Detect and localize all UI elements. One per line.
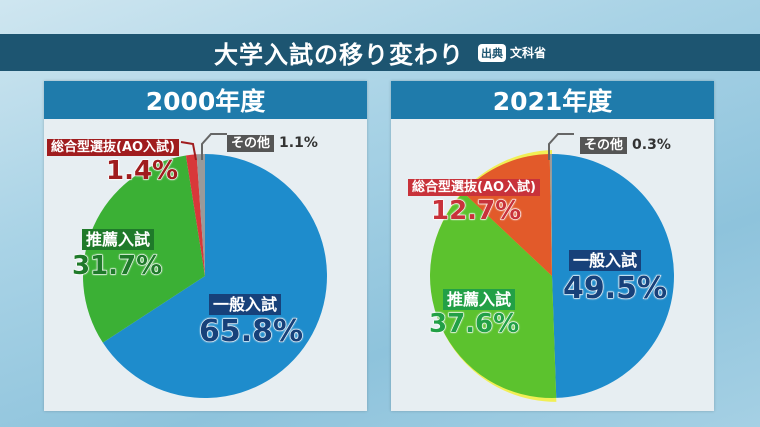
panel-title: 2021年度 — [391, 81, 714, 119]
panel-2000: 2000年度 総合型選抜(AO入試) 1.4% その他 1.1% 推薦入試 31.… — [44, 81, 367, 411]
label-other: その他 1.1% — [227, 132, 318, 152]
label-other-pct: 1.1% — [279, 135, 318, 151]
slice-other — [549, 154, 552, 276]
label-ippan-pct: 49.5% — [562, 271, 668, 307]
leader-line-other — [201, 133, 227, 160]
label-suisen-pct: 31.7% — [71, 251, 163, 282]
label-ao: 総合型選抜(AO入試) — [408, 176, 540, 196]
label-ao-pct: 12.7% — [430, 196, 522, 227]
label-ippan-name: 一般入試 — [569, 250, 642, 271]
chart-title: 大学入試の移り変わり — [213, 41, 464, 69]
source-badge: 出典 — [477, 43, 506, 62]
label-suisen-pct: 37.6% — [428, 309, 520, 340]
label-ippan-name: 一般入試 — [209, 294, 282, 315]
label-suisen: 推薦入試 — [443, 286, 516, 310]
label-ao-name: 総合型選抜(AO入試) — [408, 179, 540, 196]
slice-ippan — [102, 154, 328, 398]
title-bar: 大学入試の移り変わり 出典 文科省 — [0, 34, 760, 71]
pie-chart-2021 — [430, 133, 674, 402]
label-ippan: 一般入試 — [209, 291, 282, 315]
pie-chart-2000 — [83, 133, 328, 398]
label-ippan: 一般入試 — [569, 247, 642, 271]
label-other-name: その他 — [580, 137, 628, 154]
label-ao-name: 総合型選抜(AO入試) — [47, 139, 179, 156]
leader-line-other — [548, 133, 574, 160]
label-other-pct: 0.3% — [632, 137, 671, 153]
label-suisen: 推薦入試 — [82, 226, 155, 250]
panel-2021: 2021年度 総合型選抜(AO入試) 12.7% その他 0.3% 推薦入試 37… — [391, 81, 714, 411]
label-other: その他 0.3% — [580, 134, 671, 154]
slice-ippan — [552, 154, 674, 398]
source-text: 文科省 — [509, 46, 546, 60]
label-ao: 総合型選抜(AO入試) — [47, 136, 179, 156]
label-suisen-name: 推薦入試 — [443, 289, 516, 310]
label-other-name: その他 — [227, 135, 275, 152]
leader-line-ao — [180, 141, 197, 161]
panel-title: 2000年度 — [44, 81, 367, 119]
slice-ao — [185, 154, 205, 276]
label-suisen-name: 推薦入試 — [82, 229, 155, 250]
label-ao-pct: 1.4% — [105, 156, 179, 187]
label-ippan-pct: 65.8% — [198, 314, 304, 350]
slice-other — [196, 154, 205, 276]
